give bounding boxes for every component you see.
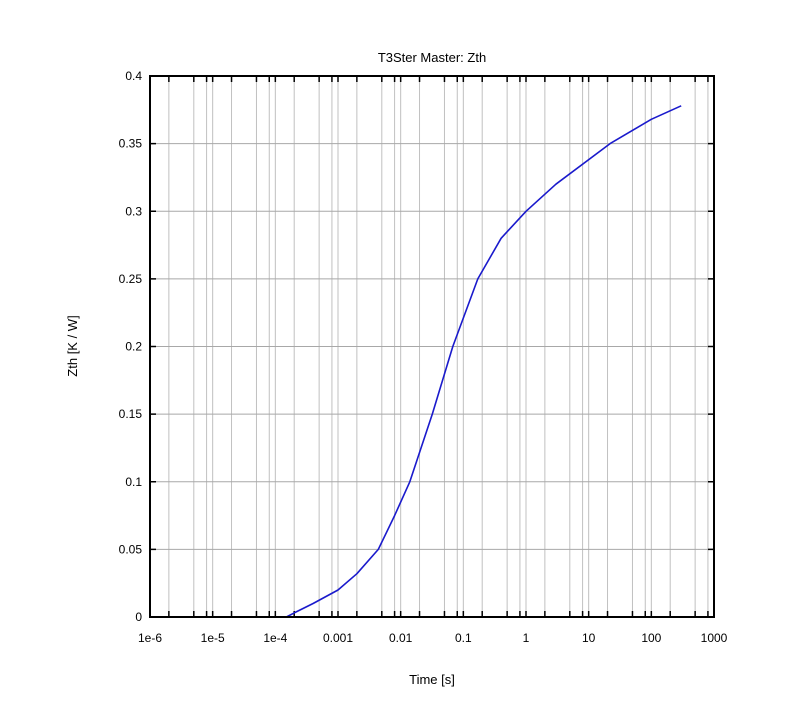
grid bbox=[149, 75, 714, 618]
y-tick-label: 0.35 bbox=[119, 137, 143, 151]
series bbox=[150, 105, 682, 618]
x-tick-label: 1 bbox=[523, 631, 530, 645]
tick-labels: 1e-6 1e-5 1e-4 0.001 0.01 0.1 1 10 100 1000 0 0.05 0… bbox=[119, 69, 728, 645]
y-tick-label: 0.2 bbox=[125, 340, 142, 354]
y-axis-label: Zth [K / W] bbox=[65, 315, 80, 376]
y-tick-label: 0.1 bbox=[125, 475, 142, 489]
x-tick-label: 1000 bbox=[701, 631, 728, 645]
x-tick-label: 10 bbox=[582, 631, 596, 645]
y-tick-label: 0 bbox=[135, 610, 142, 624]
y-tick-label: 0.3 bbox=[125, 204, 142, 218]
x-tick-label: 0.001 bbox=[323, 631, 353, 645]
x-tick-label: 1e-5 bbox=[201, 631, 225, 645]
y-tick-label: 0.05 bbox=[119, 542, 143, 556]
x-tick-label: 100 bbox=[641, 631, 661, 645]
x-tick-label: 1e-4 bbox=[263, 631, 287, 645]
x-axis-label: Time [s] bbox=[409, 672, 455, 687]
y-tick-label: 0.25 bbox=[119, 272, 143, 286]
y-tick-label: 0.15 bbox=[119, 407, 143, 421]
y-tick-label: 0.4 bbox=[125, 69, 142, 83]
x-tick-label: 0.1 bbox=[455, 631, 472, 645]
x-tick-label: 0.01 bbox=[389, 631, 413, 645]
chart-title: T3Ster Master: Zth bbox=[378, 50, 486, 65]
plot-frame bbox=[149, 75, 715, 618]
x-tick-label: 1e-6 bbox=[138, 631, 162, 645]
zth-series-line bbox=[150, 105, 682, 618]
